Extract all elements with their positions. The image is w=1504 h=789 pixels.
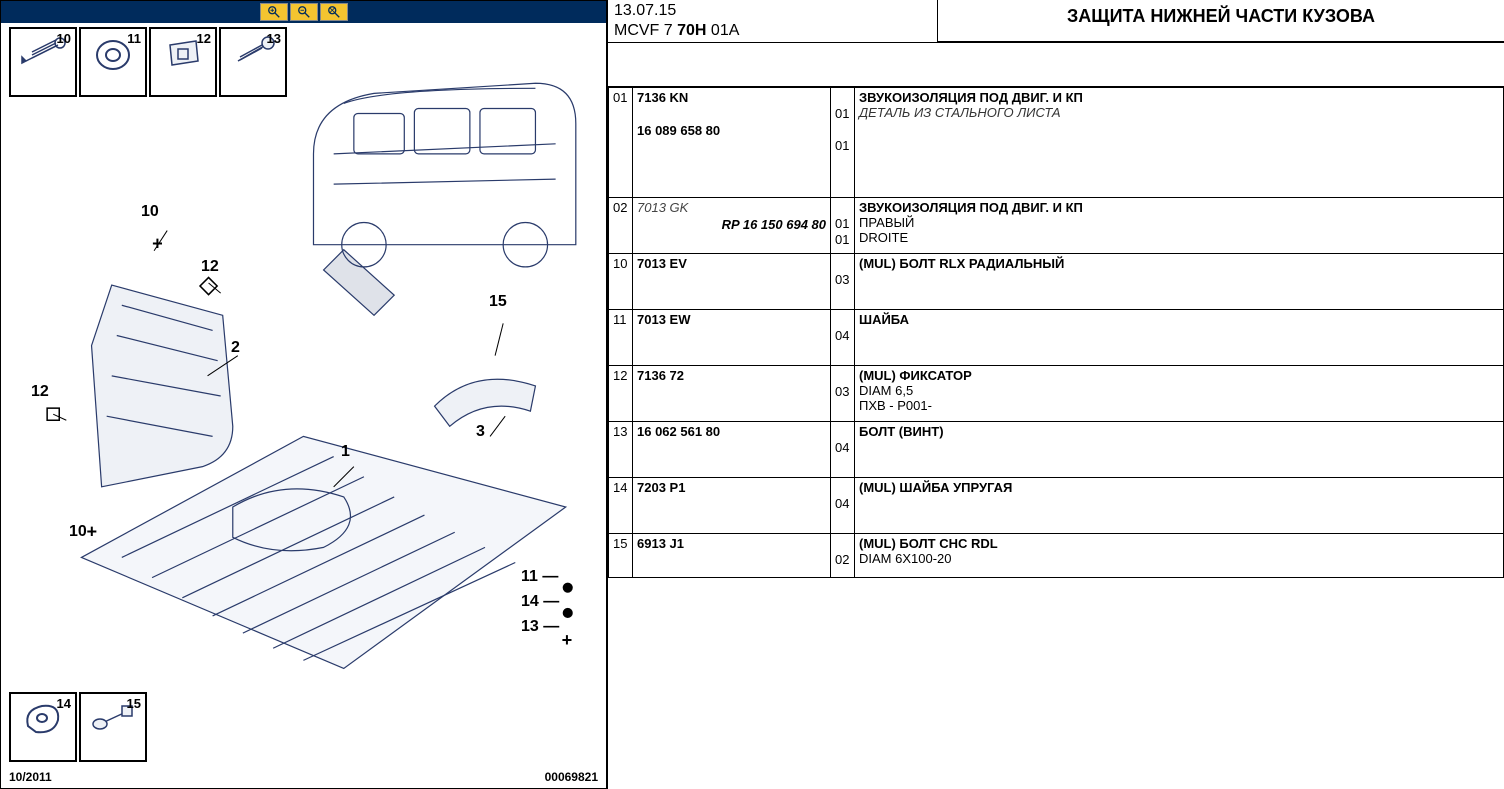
thumb-num: 13 [267, 31, 281, 46]
svg-text:+: + [562, 630, 573, 650]
zoom-fit-button[interactable] [320, 3, 348, 21]
thumb-15[interactable]: 15 [79, 692, 147, 762]
cell-ref: 7136 KN16 089 658 80 [633, 88, 831, 198]
app-container: 10111213 1415 [0, 0, 1504, 789]
diagram-id: 00069821 [545, 770, 598, 784]
table-row[interactable]: 017136 KN16 089 658 800101ЗВУКОИЗОЛЯЦИЯ … [609, 88, 1504, 198]
cell-ref: 7136 72 [633, 366, 831, 422]
cell-pos: 12 [609, 366, 633, 422]
callout-11: 11 — [521, 568, 558, 586]
cell-ref: 7203 P1 [633, 478, 831, 534]
cell-qty: 02 [831, 534, 855, 578]
thumb-num: 14 [57, 696, 71, 711]
header-meta: 13.07.15 MCVF 7 70H 01A [608, 0, 938, 42]
cell-pos: 15 [609, 534, 633, 578]
cell-pos: 01 [609, 88, 633, 198]
cell-ref: 7013 EV [633, 254, 831, 310]
table-row[interactable]: 147203 P104(MUL) ШАЙБА УПРУГАЯ [609, 478, 1504, 534]
table-row[interactable]: 027013 GKRP 16 150 694 800101ЗВУКОИЗОЛЯЦ… [609, 198, 1504, 254]
callout-12: 12 [31, 383, 49, 401]
cell-ref: 16 062 561 80 [633, 422, 831, 478]
header-spacer [608, 43, 1504, 87]
code-prefix: MCVF 7 [614, 22, 677, 39]
callout-12: 12 [201, 258, 219, 276]
thumb-num: 12 [197, 31, 211, 46]
table-row[interactable]: 1316 062 561 8004БОЛТ (ВИНТ) [609, 422, 1504, 478]
cell-ref: 7013 GKRP 16 150 694 80 [633, 198, 831, 254]
parts-panel: 13.07.15 MCVF 7 70H 01A ЗАЩИТА НИЖНЕЙ ЧА… [607, 0, 1504, 789]
thumb-num: 10 [57, 31, 71, 46]
diagram-panel: 10111213 1415 [0, 0, 607, 789]
cell-desc: ЗВУКОИЗОЛЯЦИЯ ПОД ДВИГ. И КППРАВЫЙDROITE [855, 198, 1504, 254]
callout-13: 13 — [521, 618, 559, 636]
cell-pos: 13 [609, 422, 633, 478]
cell-qty: 03 [831, 254, 855, 310]
cell-qty: 0101 [831, 198, 855, 254]
code-bold: 70H [677, 22, 706, 39]
table-row[interactable]: 156913 J102(MUL) БОЛТ CHC RDLDIAM 6X100-… [609, 534, 1504, 578]
cell-pos: 11 [609, 310, 633, 366]
cell-desc: (MUL) ШАЙБА УПРУГАЯ [855, 478, 1504, 534]
cell-ref: 6913 J1 [633, 534, 831, 578]
cell-desc: (MUL) БОЛТ RLX РАДИАЛЬНЫЙ [855, 254, 1504, 310]
diagram-date: 10/2011 [9, 770, 52, 784]
callout-2: 2 [231, 339, 240, 357]
cell-qty: 04 [831, 310, 855, 366]
page-title: ЗАЩИТА НИЖНЕЙ ЧАСТИ КУЗОВА [938, 0, 1504, 42]
cell-desc: ЗВУКОИЗОЛЯЦИЯ ПОД ДВИГ. И КПДЕТАЛЬ ИЗ СТ… [855, 88, 1504, 198]
thumb-row-bottom: 14 15 [9, 692, 147, 762]
zoom-in-button[interactable] [260, 3, 288, 21]
cell-qty: 04 [831, 422, 855, 478]
cell-desc: (MUL) ФИКСАТОРDIAM 6,5ПХВ - P001- [855, 366, 1504, 422]
thumb-num: 15 [127, 696, 141, 711]
thumb-num: 11 [127, 31, 141, 46]
svg-text:+: + [152, 234, 163, 254]
cell-pos: 02 [609, 198, 633, 254]
parts-table: 017136 KN16 089 658 800101ЗВУКОИЗОЛЯЦИЯ … [608, 87, 1504, 578]
header-code: MCVF 7 70H 01A [614, 22, 931, 40]
table-row[interactable]: 117013 EW04ШАЙБА [609, 310, 1504, 366]
cell-desc: БОЛТ (ВИНТ) [855, 422, 1504, 478]
table-row[interactable]: 127136 7203(MUL) ФИКСАТОРDIAM 6,5ПХВ - P… [609, 366, 1504, 422]
callout-1: 1 [341, 443, 350, 461]
zoom-out-button[interactable] [290, 3, 318, 21]
cell-qty: 04 [831, 478, 855, 534]
cell-desc: (MUL) БОЛТ CHC RDLDIAM 6X100-20 [855, 534, 1504, 578]
table-row[interactable]: 107013 EV03(MUL) БОЛТ RLX РАДИАЛЬНЫЙ [609, 254, 1504, 310]
cell-qty: 0101 [831, 88, 855, 198]
cell-desc: ШАЙБА [855, 310, 1504, 366]
parts-header: 13.07.15 MCVF 7 70H 01A ЗАЩИТА НИЖНЕЙ ЧА… [608, 0, 1504, 43]
thumb-14[interactable]: 14 [9, 692, 77, 762]
code-suffix: 01A [706, 22, 739, 39]
callout-15: 15 [489, 293, 507, 311]
callout-14: 14 — [521, 593, 559, 611]
callout-3: 3 [476, 423, 485, 441]
diagram-area[interactable]: 10111213 1415 [1, 23, 606, 788]
header-date: 13.07.15 [614, 2, 931, 20]
exploded-view-illustration: + + + [31, 53, 596, 679]
cell-ref: 7013 EW [633, 310, 831, 366]
callout-10: 10 [69, 523, 87, 541]
cell-pos: 14 [609, 478, 633, 534]
cell-qty: 03 [831, 366, 855, 422]
callout-10: 10 [141, 203, 159, 221]
zoom-toolbar [1, 1, 606, 23]
svg-text:+: + [86, 521, 97, 541]
cell-pos: 10 [609, 254, 633, 310]
